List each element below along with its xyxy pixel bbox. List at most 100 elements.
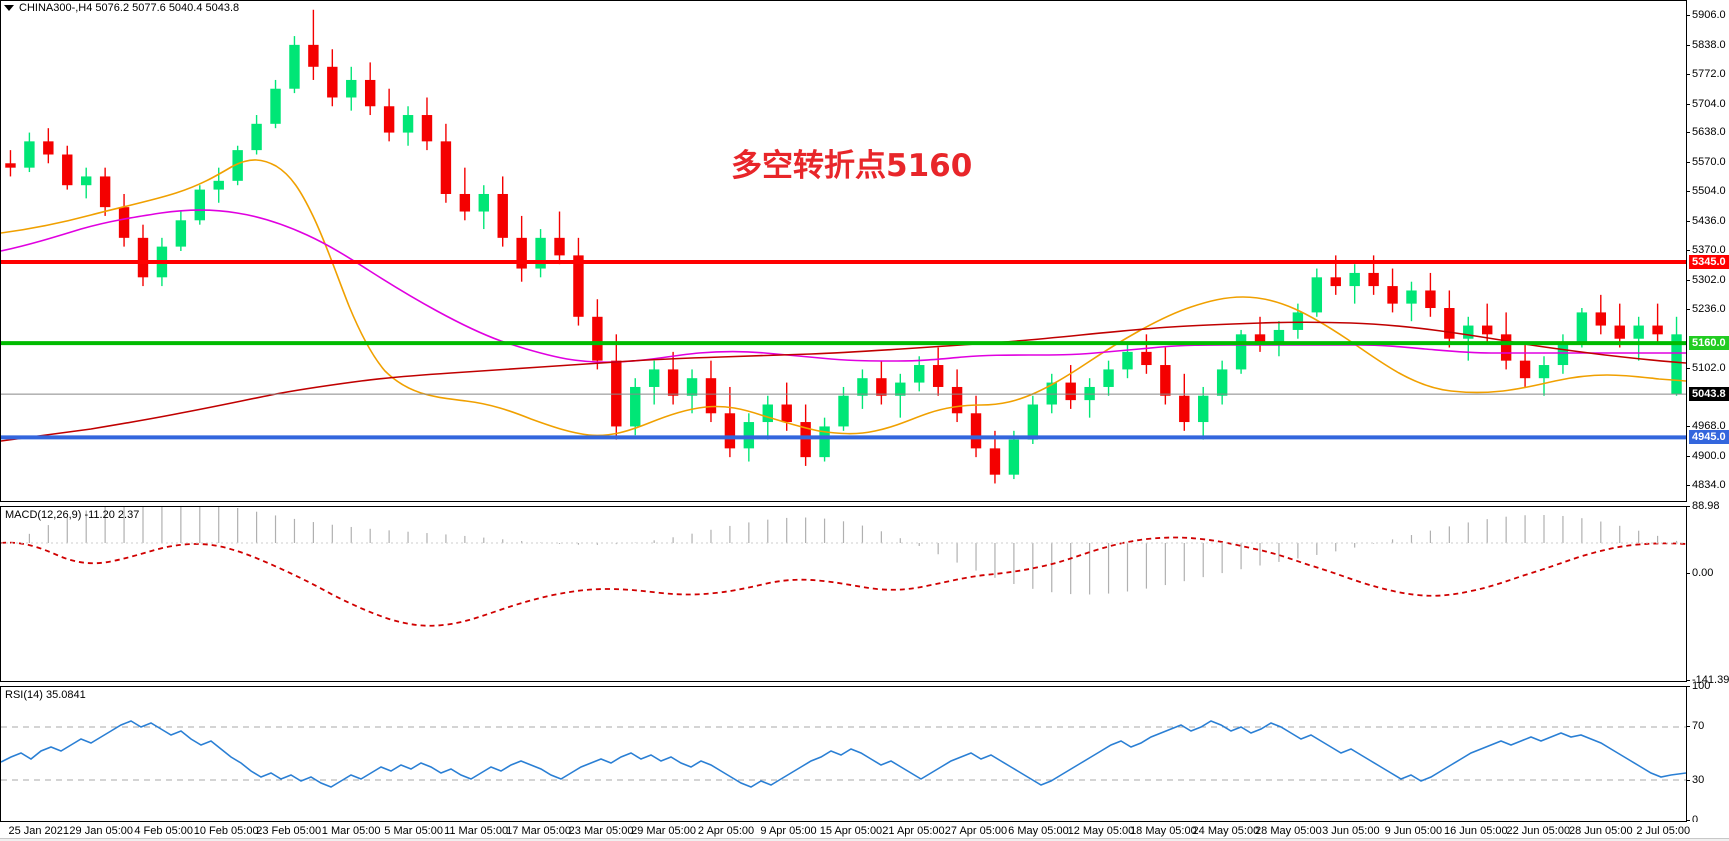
candle	[989, 430, 1001, 484]
time-axis-label: 29 Jan 05:00	[69, 825, 134, 837]
candle	[440, 123, 452, 203]
price-chart-panel[interactable]: 多空转折点5160	[0, 0, 1687, 502]
candle	[857, 369, 868, 409]
price-tick: 4968.0	[1687, 420, 1729, 432]
candle	[1311, 268, 1323, 317]
time-axis-label: 6 May 05:00	[1008, 825, 1069, 837]
ma-line-red	[1, 321, 1686, 442]
candle	[1633, 316, 1644, 361]
time-axis-label: 10 Feb 05:00	[193, 825, 259, 837]
ma-line-magenta	[1, 209, 1686, 364]
candle	[43, 128, 54, 164]
candle	[421, 97, 433, 151]
candle	[99, 167, 111, 216]
candle	[1160, 347, 1171, 405]
price-badge-resistance[interactable]: 5345.0	[1689, 254, 1729, 269]
candle	[1065, 365, 1076, 409]
candle	[1425, 272, 1436, 317]
time-axis-label: 12 May 05:00	[1067, 825, 1135, 837]
price-badge-last-price[interactable]: 5043.8	[1689, 387, 1729, 402]
candle	[327, 49, 338, 107]
time-axis-label: 21 Apr 05:00	[882, 825, 945, 837]
candle	[478, 185, 489, 230]
candle	[516, 215, 527, 282]
rsi-tick: 30	[1687, 774, 1729, 786]
time-axis-label: 9 Jun 05:00	[1384, 825, 1443, 837]
candle	[667, 351, 679, 405]
candle	[932, 347, 944, 396]
candle	[1235, 329, 1247, 374]
candle	[1387, 268, 1398, 313]
macd-tick: 88.98	[1687, 500, 1729, 512]
candle	[630, 378, 641, 436]
price-tick: 5906.0	[1687, 9, 1729, 21]
candle	[62, 145, 73, 190]
candle	[1557, 334, 1569, 374]
candle	[383, 88, 395, 142]
time-axis[interactable]: 25 Jan 2021 29 Jan 05:00 4 Feb 05:00 10 Feb…	[0, 822, 1729, 841]
candle	[705, 360, 717, 423]
time-axis-label: 18 May 05:00	[1130, 825, 1197, 837]
macd-tick: -141.39	[1687, 674, 1729, 686]
rsi-curve	[1, 720, 1686, 788]
rsi-tick: 100	[1687, 680, 1729, 692]
time-axis-label: 22 Jun 05:00	[1506, 825, 1571, 837]
symbol-ohlc-bar: CHINA300-,H4 5076.2 5077.6 5040.4 5043.8	[0, 0, 239, 16]
macd-panel[interactable]: MACD(12,26,9) -11.20 2.37	[0, 506, 1687, 682]
candle	[876, 360, 887, 405]
chart-annotation-text: 多空转折点5160	[731, 148, 973, 184]
candle	[1406, 281, 1417, 322]
candle	[951, 369, 963, 423]
caret-down-icon[interactable]	[4, 5, 14, 11]
price-badge-pivot[interactable]: 5160.0	[1689, 336, 1729, 351]
time-axis-label: 24 May 05:00	[1192, 825, 1260, 837]
rsi-tick: 70	[1687, 720, 1729, 732]
candle	[1084, 378, 1095, 418]
candle	[1216, 360, 1228, 405]
candle	[686, 369, 698, 414]
time-axis-label: 28 Jun 05:00	[1568, 825, 1633, 837]
candle	[308, 9, 319, 80]
candle	[970, 395, 982, 458]
time-axis-label: 25 Jan 2021	[8, 825, 70, 837]
rsi-panel[interactable]: RSI(14) 35.0841	[0, 686, 1687, 822]
price-tick: 5504.0	[1687, 185, 1729, 197]
candle	[364, 62, 376, 116]
price-scale-axis[interactable]: 5906.0 5838.0 5772.0 5704.0 5638.0 5570.0 5504…	[1687, 0, 1729, 841]
candle	[648, 360, 660, 405]
candle	[592, 299, 603, 370]
candle	[24, 132, 35, 173]
candle	[1671, 316, 1682, 396]
candle	[1519, 343, 1531, 387]
candle	[402, 106, 414, 146]
symbol-title: CHINA300-,H4 5076.2 5077.6 5040.4 5043.8	[19, 2, 240, 14]
time-axis-label: 16 Jun 05:00	[1444, 825, 1508, 837]
candle	[1652, 303, 1663, 344]
axis-bottom-strip	[0, 838, 1729, 841]
price-tick: 5436.0	[1687, 215, 1729, 227]
time-axis-label: 3 Jun 05:00	[1322, 825, 1380, 837]
time-axis-label: 2 Apr 05:00	[697, 825, 755, 837]
macd-signal-line	[1, 536, 1686, 627]
candle	[459, 167, 471, 221]
candle	[232, 145, 243, 186]
price-tick: 5704.0	[1687, 98, 1729, 110]
macd-label: MACD(12,26,9) -11.20 2.37	[5, 509, 140, 521]
candle	[1349, 264, 1360, 304]
candle	[5, 150, 16, 177]
time-axis-label: 23 Feb 05:00	[256, 825, 322, 837]
candle	[175, 211, 187, 251]
time-axis-label: 2 Jul 05:00	[1636, 825, 1691, 837]
time-axis-label: 27 Apr 05:00	[944, 825, 1008, 837]
price-chart-canvas	[1, 9, 1686, 484]
time-axis-label: 29 Mar 05:00	[631, 825, 696, 837]
time-axis-label: 1 Mar 05:00	[321, 825, 381, 837]
time-axis-label: 23 Mar 05:00	[568, 825, 634, 837]
price-tick: 4834.0	[1687, 479, 1729, 491]
candle	[1463, 316, 1474, 361]
candle	[535, 229, 546, 278]
candle	[1103, 360, 1114, 396]
price-badge-support[interactable]: 4945.0	[1689, 430, 1729, 445]
price-tick: 5638.0	[1687, 126, 1729, 138]
